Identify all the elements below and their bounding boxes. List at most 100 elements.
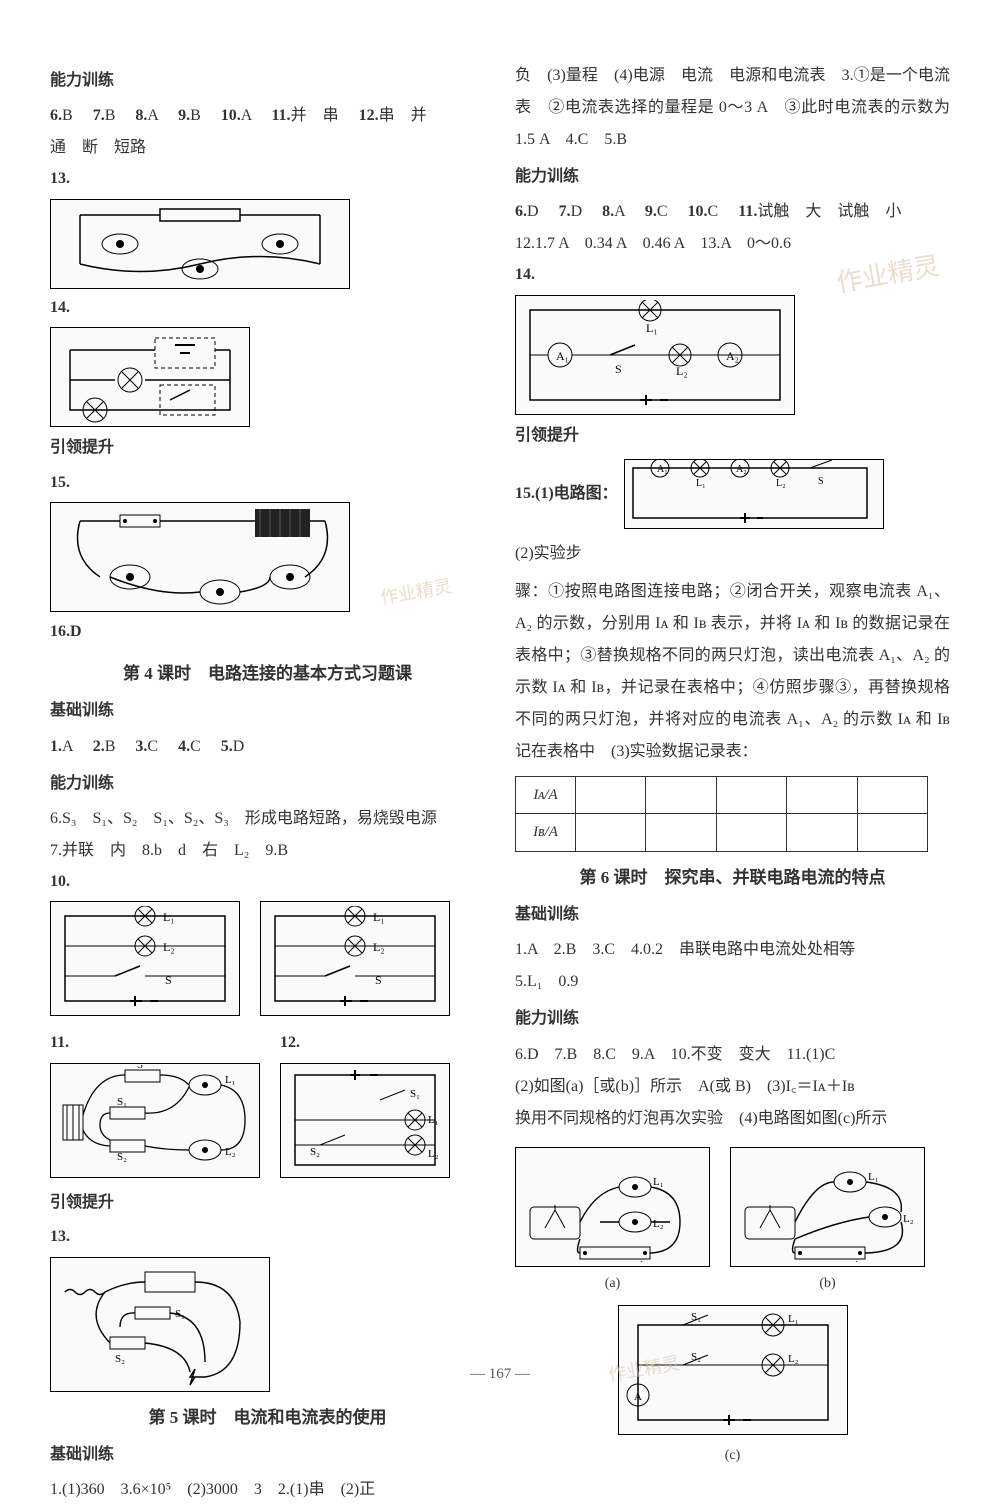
caption-c: (c): [515, 1443, 950, 1470]
svg-text:S: S: [375, 973, 382, 987]
answer-line-r1: 6.D 7.D 8.A 9.C 10.C 11.试触 大 试触 小: [515, 196, 950, 228]
circuit-figure-r15: A₁ L₁ A₂ L₂ S: [624, 459, 884, 529]
circuit-figure-10a: L₁ L₂ S: [50, 901, 240, 1016]
svg-text:A₁: A₁: [657, 464, 668, 475]
svg-text:A: A: [634, 1391, 642, 1403]
svg-text:L₁: L₁: [696, 478, 706, 489]
table-row: Iʙ/A: [516, 814, 928, 852]
svg-text:L₁: L₁: [646, 321, 658, 335]
svg-text:L₂: L₂: [225, 1146, 236, 1158]
svg-text:S: S: [137, 1065, 143, 1071]
question-11: 11. S L₁ S₁ S₂ L₂: [50, 1028, 260, 1181]
q13-label: 13.: [50, 170, 70, 187]
circuit-figure-15: [50, 502, 350, 612]
left-column: 能力训练 6.B 7.B 8.A 9.B 10.A 11.并 串 12.串 并 …: [50, 60, 485, 1376]
section-title-basic-l5: 基础训练: [50, 1440, 485, 1470]
data-record-table: Iᴀ/A Iʙ/A: [515, 776, 928, 852]
svg-text:L₂: L₂: [653, 1218, 664, 1230]
lesson-4-title: 第 4 课时 电路连接的基本方式习题课: [50, 658, 485, 690]
svg-text:L₂: L₂: [373, 940, 385, 954]
svg-text:S: S: [615, 362, 622, 376]
question-r15: 15.(1)电路图： A₁ L₁ A₂ L₂ S (2)实验步: [515, 455, 950, 569]
q-r14-label: 14.: [515, 266, 535, 283]
page-number: — 167 —: [0, 1360, 1000, 1389]
section-title-ability-1: 能力训练: [50, 66, 485, 96]
svg-text:L₂: L₂: [676, 364, 688, 378]
svg-text:S₁: S₁: [410, 1088, 420, 1100]
answer-line-r2: 12.1.7 A 0.34 A 0.46 A 13.A 0～0.6: [515, 228, 950, 260]
svg-text:L₁: L₁: [428, 1114, 439, 1126]
answer-l6-a2: (2)如图(a)［或(b)］所示 A(或 B) (3)I꜀＝Iᴀ＋Iʙ: [515, 1071, 950, 1103]
svg-text:− ＋: − ＋: [605, 1259, 648, 1262]
circuit-figure-10b: L₁ L₂ S: [260, 901, 450, 1016]
svg-text:A₂: A₂: [736, 464, 747, 475]
svg-text:L₁: L₁: [868, 1171, 879, 1183]
table-row: Iᴀ/A: [516, 776, 928, 814]
section-title-basic-l4: 基础训练: [50, 696, 485, 726]
answer-q6-l4: 6.S₃ S₁、S₂ S₁、S₂、S₃ 形成电路短路，易烧毁电源: [50, 803, 485, 835]
answer-q789-l4: 7.并联 内 8.b d 右 L₂ 9.B: [50, 835, 485, 867]
svg-text:L₂: L₂: [163, 940, 175, 954]
answer-line-l4-basic: 1.A 2.B 3.C 4.C 5.D: [50, 731, 485, 763]
svg-text:L₂: L₂: [903, 1213, 914, 1225]
svg-text:− ＋: − ＋: [820, 1259, 863, 1262]
svg-text:S₁: S₁: [691, 1311, 701, 1323]
question-12: 12. S₁ L₁ S₂ L₂: [280, 1028, 450, 1181]
question-13: 13.: [50, 164, 485, 288]
answer-l6-a1: 6.D 7.B 8.C 9.A 10.不变 变大 11.(1)C: [515, 1039, 950, 1071]
section-title-ability-r1: 能力训练: [515, 162, 950, 192]
two-column-layout: 能力训练 6.B 7.B 8.A 9.B 10.A 11.并 串 12.串 并 …: [50, 60, 950, 1376]
row-header-ib: Iʙ/A: [516, 814, 576, 852]
q12-label: 12.: [280, 1034, 300, 1051]
q15-suffix: (2)实验步: [515, 539, 582, 569]
circuit-figure-12: S₁ L₁ S₂ L₂: [280, 1063, 450, 1178]
question-r14: 14. L₁ A₁ L₂ A₂ S: [515, 260, 950, 414]
lesson-5-title: 第 5 课时 电流和电流表的使用: [50, 1402, 485, 1434]
svg-text:S₁: S₁: [117, 1096, 127, 1108]
q15-label: 15.: [50, 474, 70, 491]
svg-text:S₂: S₂: [310, 1146, 320, 1158]
circuit-figure-11: S L₁ S₁ S₂ L₂: [50, 1063, 260, 1178]
circuit-figure-r14: L₁ A₁ L₂ A₂ S: [515, 295, 795, 415]
section-title-ability-l4: 能力训练: [50, 769, 485, 799]
question-14: 14.: [50, 293, 485, 427]
q11-label: 11.: [50, 1034, 69, 1051]
caption-b: (b): [730, 1271, 925, 1298]
svg-text:L₁: L₁: [373, 910, 385, 924]
svg-text:L₁: L₁: [788, 1313, 799, 1325]
circuit-figure-11a: L₁ L₂ − ＋: [515, 1147, 710, 1267]
circuit-figure-13: [50, 199, 350, 289]
question-10: 10. L₁ L₂ S: [50, 867, 485, 1020]
svg-text:L₁: L₁: [653, 1176, 664, 1188]
lesson-6-title: 第 6 课时 探究串、并联电路电流的特点: [515, 862, 950, 894]
q14-label: 14.: [50, 299, 70, 316]
svg-text:L₁: L₁: [225, 1074, 236, 1086]
svg-text:S₂: S₂: [117, 1151, 127, 1163]
svg-text:L₂: L₂: [776, 478, 786, 489]
row-header-ia: Iᴀ/A: [516, 776, 576, 814]
section-title-lead-2: 引领提升: [50, 1188, 485, 1218]
question-15: 15.: [50, 468, 485, 612]
svg-text:A₁: A₁: [556, 349, 569, 363]
svg-text:L₁: L₁: [163, 910, 175, 924]
answer-line-l2: 通 断 短路: [50, 132, 485, 164]
svg-text:S: S: [818, 476, 824, 487]
svg-text:L₂: L₂: [428, 1148, 439, 1160]
steps-paragraph: 骤：①按照电路图连接电路；②闭合开关，观察电流表 A₁、A₂ 的示数，分别用 I…: [515, 576, 950, 768]
answer-line-l5-basic: 1.(1)360 3.6×10⁵ (2)3000 3 2.(1)串 (2)正: [50, 1474, 485, 1506]
q13b-label: 13.: [50, 1228, 70, 1245]
caption-a: (a): [515, 1271, 710, 1298]
section-title-basic-l6: 基础训练: [515, 900, 950, 930]
answer-l6-2: 5.L₁ 0.9: [515, 966, 950, 998]
section-title-lead-r: 引领提升: [515, 421, 950, 451]
section-title-lead-1: 引领提升: [50, 433, 485, 463]
circuit-figure-11b: L₁ L₂ − ＋: [730, 1147, 925, 1267]
svg-text:A₂: A₂: [726, 349, 739, 363]
svg-text:S: S: [165, 973, 172, 987]
section-title-ability-l6: 能力训练: [515, 1004, 950, 1034]
q10-label: 10.: [50, 873, 70, 890]
answer-q16: 16.D: [50, 616, 485, 648]
answer-l6-1: 1.A 2.B 3.C 4.0.2 串联电路中电流处处相等: [515, 934, 950, 966]
right-column: 负 (3)量程 (4)电源 电流 电源和电流表 3.①是一个电流表 ②电流表选择…: [515, 60, 950, 1376]
circuit-figure-14: [50, 327, 250, 427]
